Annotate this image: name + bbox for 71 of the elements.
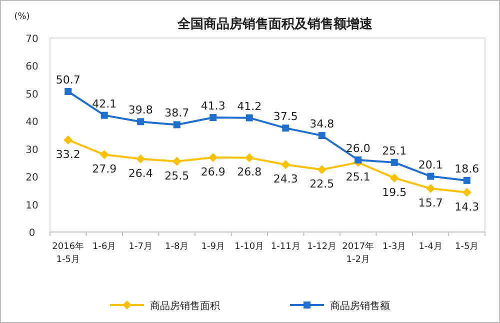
data-label: 41.2 xyxy=(237,100,262,113)
x-tick-label: 1-11月 xyxy=(270,242,300,252)
point xyxy=(354,156,362,164)
data-label: 14.3 xyxy=(454,200,480,214)
y-tick-label: 40 xyxy=(26,117,38,128)
data-label: 20.1 xyxy=(418,158,443,172)
x-tick-label: 1-3月 xyxy=(382,242,406,252)
data-label: 42.1 xyxy=(92,97,117,110)
x-tick-label: 1-4月 xyxy=(418,242,442,252)
x-tick-label: 2017年 1-2月 xyxy=(342,241,374,265)
x-tick-label: 2016年 1-5月 xyxy=(52,241,84,265)
x-tick-label: 1-9月 xyxy=(201,242,225,252)
x-tick-label: 1-12月 xyxy=(307,242,337,252)
point xyxy=(100,112,108,119)
data-label: 38.7 xyxy=(164,106,190,120)
data-label: 22.5 xyxy=(310,178,334,191)
data-label: 19.5 xyxy=(382,186,407,199)
point xyxy=(427,172,434,180)
point xyxy=(462,188,472,197)
data-label: 27.9 xyxy=(92,162,117,176)
legend-label: 商品房销售面积 xyxy=(150,300,220,312)
x-tick-label: 1-10月 xyxy=(234,242,264,252)
data-label: 25.1 xyxy=(382,144,407,158)
data-label: 26.8 xyxy=(237,166,262,179)
point xyxy=(246,114,253,122)
point xyxy=(318,132,326,140)
data-label: 26.9 xyxy=(200,165,226,178)
point xyxy=(100,150,109,160)
data-label: 41.3 xyxy=(200,100,226,113)
point xyxy=(210,114,217,122)
chart-title: 全国商品房销售面积及销售额增速 xyxy=(176,16,374,32)
data-label: 15.7 xyxy=(418,196,443,210)
point xyxy=(136,154,146,164)
point xyxy=(426,184,436,193)
y-tick-label: 0 xyxy=(28,228,36,239)
data-label: 25.5 xyxy=(164,169,190,182)
legend-label: 商品房销售额 xyxy=(330,300,390,312)
y-tick-label: 60 xyxy=(26,62,38,73)
point xyxy=(463,176,470,184)
y-tick-label: 30 xyxy=(26,144,38,156)
x-tick-label: 1-7月 xyxy=(128,242,152,252)
point xyxy=(317,165,326,174)
y-tick-label: 50 xyxy=(26,89,38,100)
point xyxy=(173,121,180,128)
data-label: 37.5 xyxy=(273,110,298,124)
point xyxy=(390,173,399,182)
x-tick-label: 1-8月 xyxy=(165,242,189,252)
data-label: 39.8 xyxy=(128,104,153,117)
data-label: 26.4 xyxy=(128,166,153,180)
point xyxy=(64,135,73,144)
y-tick-label: 20 xyxy=(26,172,38,184)
point xyxy=(281,160,290,170)
data-label: 34.8 xyxy=(310,118,334,131)
point xyxy=(137,118,144,126)
y-tick-label: 10 xyxy=(26,200,38,212)
data-label: 33.2 xyxy=(56,148,80,161)
x-tick-label: 1-5月 xyxy=(455,242,479,252)
y-tick-label: 70 xyxy=(26,34,38,45)
data-label: 26.0 xyxy=(346,142,370,155)
point xyxy=(172,156,182,166)
data-label: 24.3 xyxy=(273,172,298,186)
point xyxy=(390,158,398,166)
point xyxy=(64,88,72,95)
point xyxy=(282,124,290,132)
y-axis-title: (%) xyxy=(14,12,30,22)
point xyxy=(244,153,254,162)
data-label: 25.1 xyxy=(346,170,370,184)
data-label: 50.7 xyxy=(56,73,80,86)
point xyxy=(208,152,218,162)
x-tick-label: 1-6月 xyxy=(92,242,116,252)
data-label: 18.6 xyxy=(454,162,480,176)
